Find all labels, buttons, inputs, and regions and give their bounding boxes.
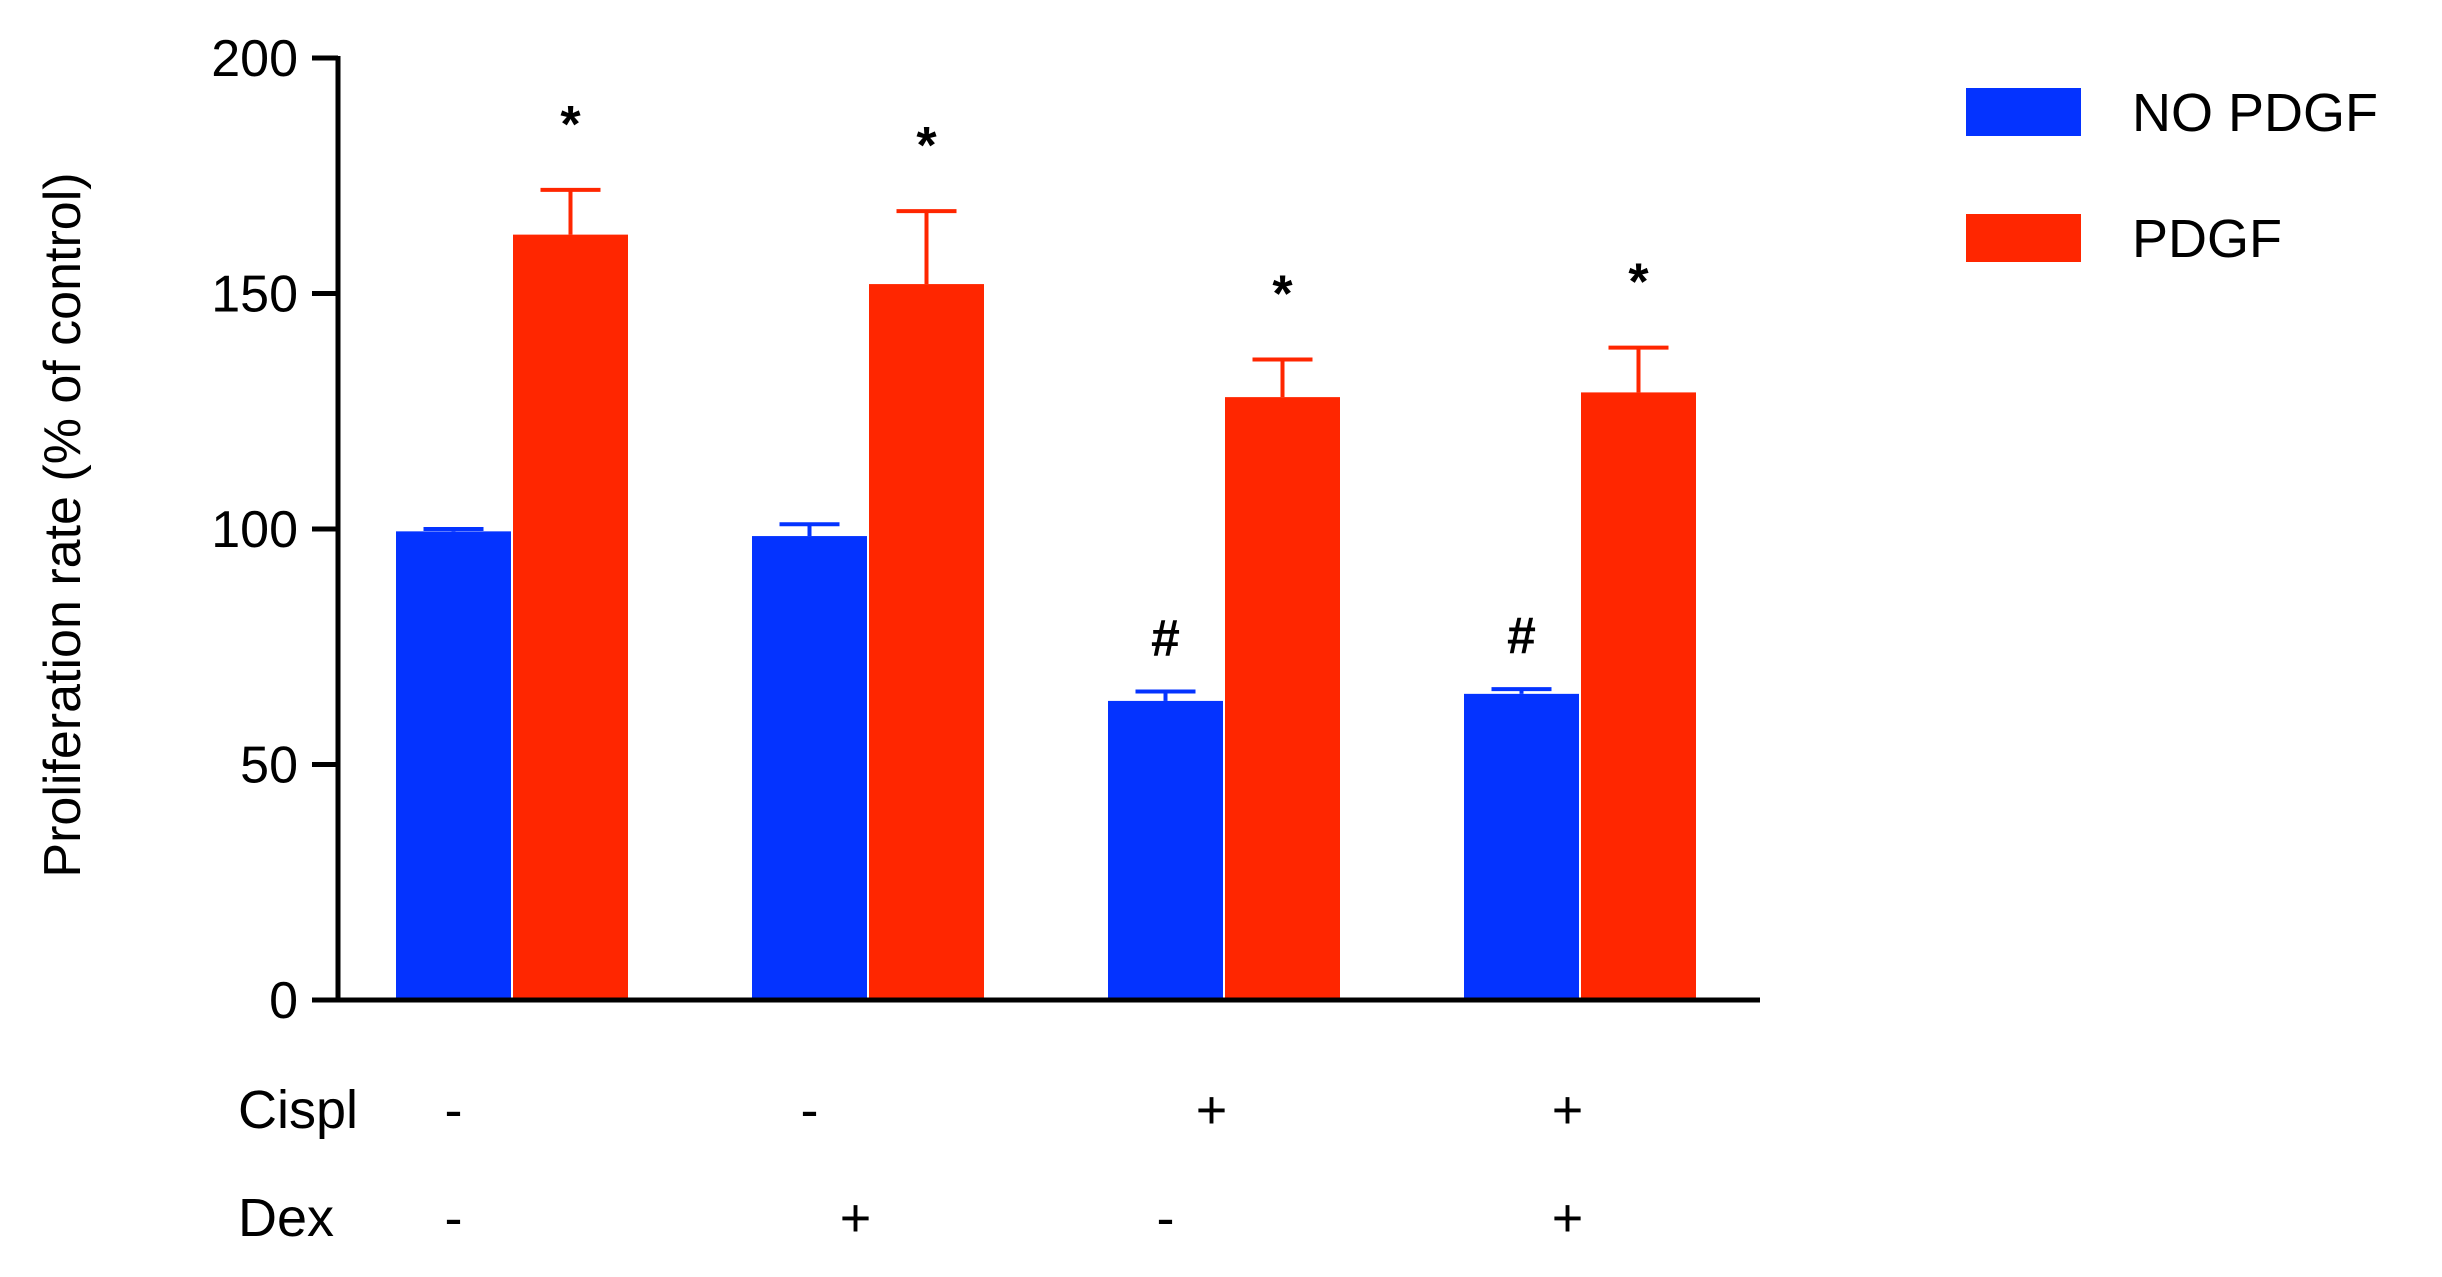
y-tick-label: 150 — [211, 266, 298, 324]
treatment-table: Cispl - - + +Dex - + - + — [238, 1080, 1583, 1248]
treatment-sign: - — [445, 1188, 463, 1248]
significance-marker: * — [916, 117, 937, 175]
bar — [1108, 700, 1223, 1000]
y-tick-label: 0 — [269, 972, 298, 1030]
significance-marker: # — [1507, 607, 1536, 665]
significance-marker: * — [1272, 265, 1293, 323]
treatment-sign: + — [1552, 1188, 1584, 1248]
legend-label: NO PDGF — [2132, 83, 2378, 143]
significance-marker: * — [1628, 254, 1649, 312]
treatment-sign: + — [840, 1188, 872, 1248]
y-axis-title: Proliferation rate (% of control) — [34, 172, 92, 877]
significance-marker: * — [560, 96, 581, 154]
y-tick-label: 100 — [211, 501, 298, 559]
bar — [396, 531, 511, 1000]
treatment-sign: - — [1157, 1188, 1175, 1248]
bar — [1225, 397, 1340, 1000]
treatment-sign: - — [801, 1080, 819, 1140]
treatment-sign: + — [1196, 1080, 1228, 1140]
legend-swatch — [1966, 88, 2081, 136]
significance-marker: # — [1151, 609, 1180, 667]
y-axis: 0 50 100 150 200 — [211, 30, 341, 1030]
y-tick-label: 200 — [211, 30, 298, 88]
bar — [1581, 392, 1696, 1000]
treatment-row-label: Dex — [238, 1188, 334, 1248]
treatment-row-label: Cispl — [238, 1080, 358, 1140]
treatment-sign: - — [445, 1080, 463, 1140]
legend: NO PDGF PDGF — [1966, 83, 2378, 269]
legend-swatch — [1966, 214, 2081, 262]
bar — [869, 284, 984, 1001]
treatment-sign: + — [1552, 1080, 1584, 1140]
bar — [513, 234, 628, 1000]
bar — [1464, 693, 1579, 1000]
y-tick-label: 50 — [240, 737, 298, 795]
plot-area: * * # * # * — [396, 96, 1696, 1001]
legend-label: PDGF — [2132, 209, 2282, 269]
bar — [752, 536, 867, 1000]
